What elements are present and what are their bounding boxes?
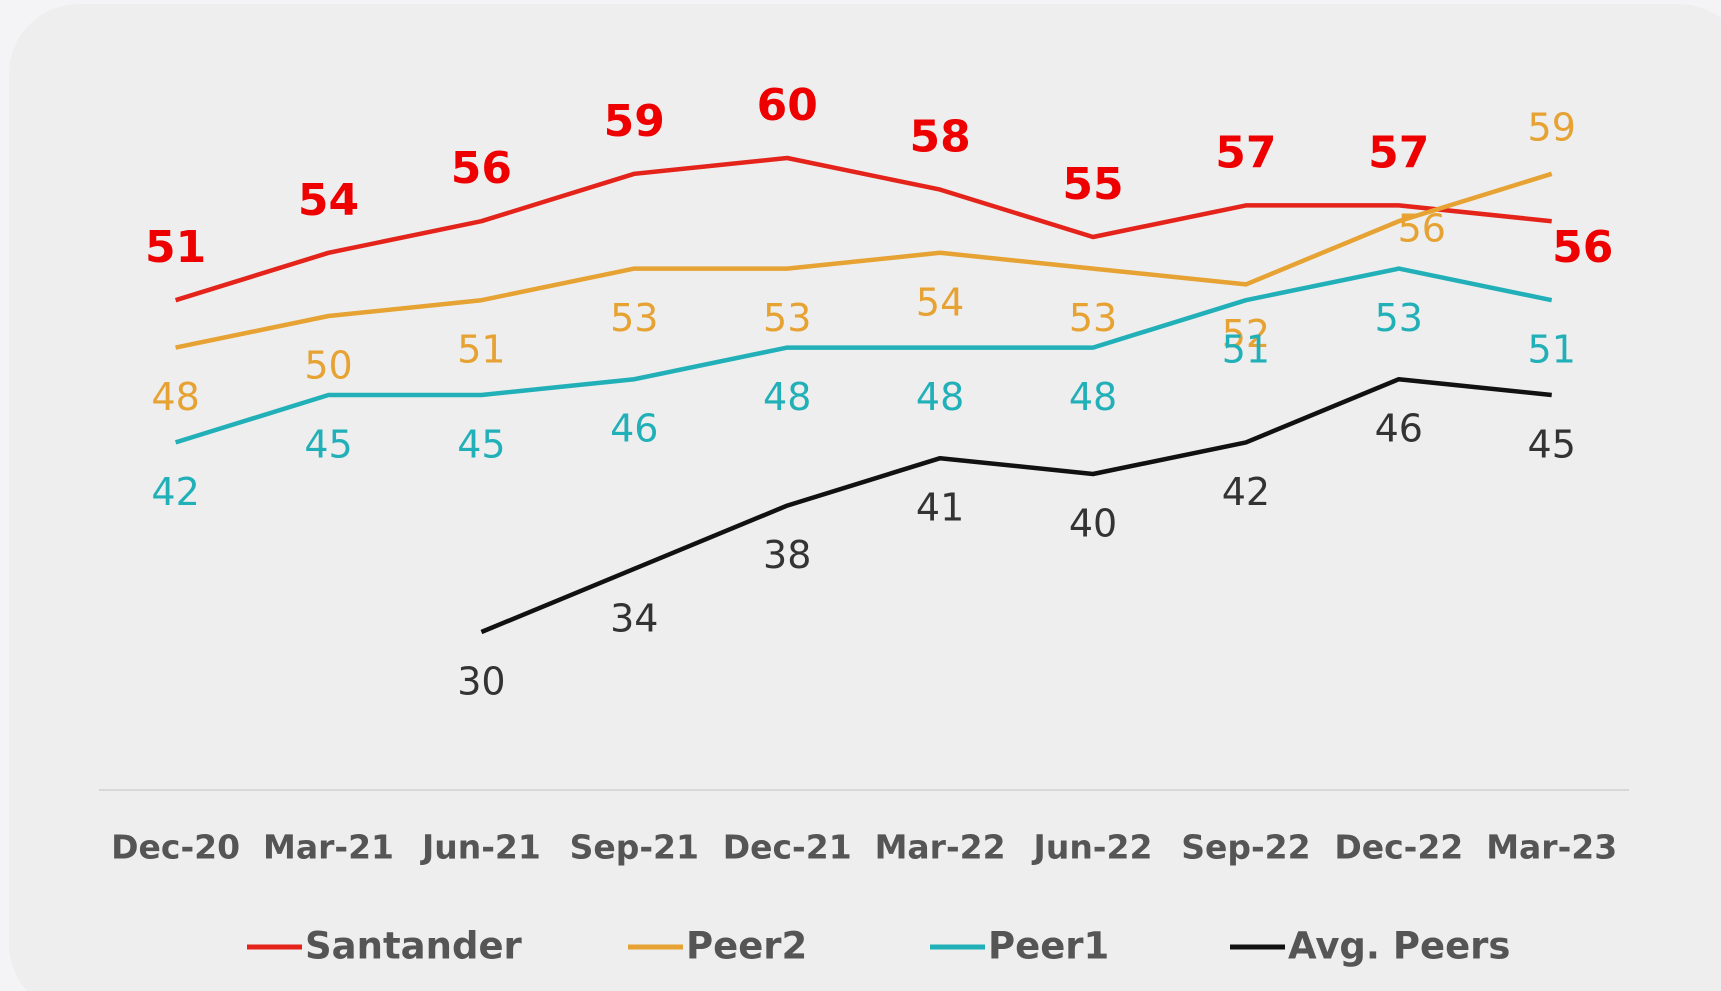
data-label: 40 xyxy=(1069,502,1117,546)
x-tick-label: Mar-23 xyxy=(1486,828,1617,867)
series-line xyxy=(174,155,1552,303)
data-label: 45 xyxy=(304,423,352,467)
series-line xyxy=(174,266,1553,445)
data-label: 45 xyxy=(1528,423,1576,467)
legend-label: Peer1 xyxy=(988,925,1109,968)
data-label: 51 xyxy=(145,222,206,273)
data-label: 59 xyxy=(604,96,665,147)
data-label: 48 xyxy=(916,375,964,419)
data-label: 38 xyxy=(763,533,811,577)
data-label: 42 xyxy=(1222,470,1270,514)
legend-label: Avg. Peers xyxy=(1288,925,1510,968)
data-label: 51 xyxy=(457,328,505,372)
data-label: 52 xyxy=(1222,312,1270,356)
data-label: 51 xyxy=(1222,328,1270,372)
data-label: 59 xyxy=(1528,105,1576,149)
x-tick-label: Dec-22 xyxy=(1334,828,1463,867)
data-label: 53 xyxy=(1375,296,1423,340)
data-label: 50 xyxy=(304,344,352,388)
data-label: 41 xyxy=(916,486,964,530)
x-tick-label: Sep-22 xyxy=(1181,828,1310,867)
x-tick-label: Dec-20 xyxy=(111,828,240,867)
x-tick-label: Mar-21 xyxy=(263,828,394,867)
series-line xyxy=(480,376,1552,635)
data-label: 46 xyxy=(610,407,658,451)
data-label: 56 xyxy=(1398,207,1446,251)
data-label: 58 xyxy=(909,112,970,163)
data-label: 55 xyxy=(1062,159,1123,210)
series-line xyxy=(175,171,1553,350)
data-label: 56 xyxy=(1552,222,1613,273)
data-label: 30 xyxy=(457,660,505,704)
data-label: 51 xyxy=(1528,328,1576,372)
data-label: 45 xyxy=(457,423,505,467)
data-label: 53 xyxy=(1069,296,1117,340)
x-tick-label: Jun-22 xyxy=(1032,828,1153,867)
data-label: 54 xyxy=(916,280,964,324)
x-tick-label: Sep-21 xyxy=(570,828,699,867)
chart-background xyxy=(9,4,1721,991)
data-label: 46 xyxy=(1375,407,1423,451)
data-label: 60 xyxy=(757,80,818,131)
data-label: 57 xyxy=(1215,127,1276,178)
data-label: 56 xyxy=(451,143,512,194)
data-label: 48 xyxy=(1069,375,1117,419)
legend-label: Santander xyxy=(305,925,523,968)
x-tick-label: Dec-21 xyxy=(723,828,852,867)
legend-label: Peer2 xyxy=(686,925,807,968)
data-label: 54 xyxy=(298,175,359,226)
data-label: 34 xyxy=(610,596,658,640)
data-label: 53 xyxy=(763,296,811,340)
x-tick-label: Mar-22 xyxy=(875,828,1006,867)
data-label: 57 xyxy=(1368,127,1429,178)
data-label: 48 xyxy=(763,375,811,419)
data-label: 42 xyxy=(151,470,199,514)
data-label: 48 xyxy=(151,375,199,419)
data-label: 53 xyxy=(610,296,658,340)
x-tick-label: Jun-21 xyxy=(420,828,541,867)
